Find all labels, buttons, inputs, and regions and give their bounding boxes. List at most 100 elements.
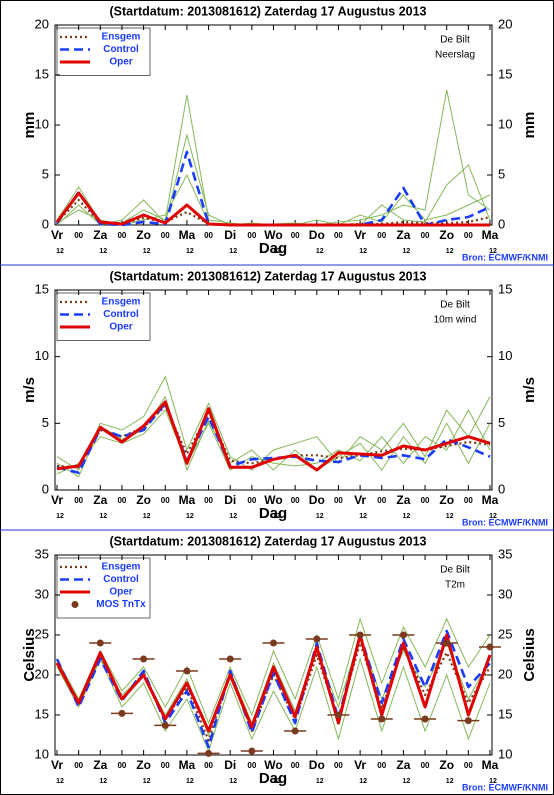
member-line [56, 617, 491, 725]
mos-marker [248, 747, 256, 755]
annotation: De Bilt [440, 300, 470, 311]
chart-title: (Startdatum: 2013081612) Zaterdag 17 Aug… [109, 534, 426, 548]
x-sublabel: 12 [446, 778, 454, 785]
x-tick-label: Za [396, 228, 410, 242]
x-axis-label: Dag [259, 240, 287, 257]
y-tick-label: 0 [42, 216, 49, 231]
x-tick-label: Vr [354, 228, 366, 242]
x-tick-label: 00 [161, 761, 170, 770]
x-tick-label: Vr [51, 493, 63, 507]
y-tick-label: 0 [42, 481, 49, 496]
x-tick-label: Zo [136, 228, 151, 242]
annotation: De Bilt [440, 35, 470, 46]
y-tick-label: 15 [35, 281, 49, 296]
x-tick-label: Za [93, 228, 107, 242]
mos-marker [399, 631, 407, 639]
x-tick-label: Vr [51, 758, 63, 772]
x-sublabel: 12 [489, 513, 497, 520]
x-sublabel: 12 [99, 513, 107, 520]
x-tick-label: Di [224, 228, 236, 242]
mos-marker [205, 749, 213, 757]
x-sublabel: 12 [143, 248, 151, 255]
x-tick-label: Wo [264, 758, 282, 772]
legend-label: Oper [109, 587, 132, 598]
mos-marker [270, 639, 277, 647]
x-sublabel: 12 [403, 778, 411, 785]
annotation: De Bilt [440, 565, 470, 576]
x-sublabel: 12 [186, 778, 194, 785]
x-sublabel: 12 [273, 513, 281, 520]
x-tick-label: Za [93, 758, 107, 772]
x-sublabel: 12 [403, 248, 411, 255]
legend-label: Ensgem [102, 297, 141, 308]
series-line [55, 629, 491, 749]
x-sublabel: 12 [56, 513, 64, 520]
y-tick-label: 5 [42, 415, 49, 430]
y-tick-label: 10 [35, 348, 49, 363]
y-tick-label: 25 [35, 626, 49, 641]
annotation: T2m [445, 580, 465, 591]
legend-label: Oper [109, 322, 132, 333]
x-sublabel: 12 [359, 778, 367, 785]
x-tick-label: 00 [74, 496, 83, 505]
x-sublabel: 12 [56, 248, 64, 255]
x-tick-label: Wo [264, 228, 282, 242]
x-sublabel: 12 [143, 513, 151, 520]
y2-tick-label: 0 [498, 216, 505, 231]
x-tick-label: 00 [74, 231, 83, 240]
x-tick-label: Ma [482, 758, 499, 772]
mos-marker [421, 715, 429, 723]
x-tick-label: 00 [161, 231, 170, 240]
y-tick-label: 30 [35, 586, 49, 601]
mos-marker [118, 709, 126, 717]
x-tick-label: 00 [291, 496, 300, 505]
x-sublabel: 12 [99, 248, 107, 255]
y2-axis-label: m/s [521, 377, 538, 403]
x-sublabel: 12 [489, 248, 497, 255]
mos-marker [378, 715, 386, 723]
x-tick-label: 00 [464, 496, 473, 505]
x-tick-label: Vr [354, 493, 366, 507]
mos-marker [464, 717, 472, 725]
x-tick-label: Do [309, 493, 325, 507]
y-tick-label: 5 [42, 166, 49, 181]
y2-tick-label: 15 [498, 66, 512, 81]
x-tick-label: Vr [354, 758, 366, 772]
series-line [56, 402, 491, 474]
legend-label: Ensgem [102, 562, 141, 573]
mos-marker [486, 643, 494, 651]
x-tick-label: Zo [439, 493, 454, 507]
x-sublabel: 12 [359, 513, 367, 520]
x-tick-label: 00 [247, 231, 256, 240]
mos-marker [443, 639, 451, 647]
x-tick-label: Zo [439, 758, 454, 772]
mos-marker [334, 711, 342, 719]
x-tick-label: Vr [51, 228, 63, 242]
member-line [56, 657, 491, 753]
y-tick-label: 15 [35, 706, 49, 721]
chart-title: (Startdatum: 2013081612) Zaterdag 17 Aug… [109, 269, 426, 283]
x-tick-label: 00 [421, 231, 430, 240]
chart-title: (Startdatum: 2013081612) Zaterdag 17 Aug… [109, 4, 426, 18]
y2-tick-label: 30 [498, 586, 512, 601]
y-tick-label: 20 [35, 666, 49, 681]
y2-tick-label: 25 [498, 626, 512, 641]
x-tick-label: Do [309, 228, 325, 242]
member-line [56, 633, 491, 737]
x-tick-label: 00 [377, 231, 386, 240]
series-line [55, 191, 490, 227]
y-axis-label: Celsius [21, 628, 38, 681]
y-axis-label: m/s [21, 377, 38, 403]
x-tick-label: 00 [291, 761, 300, 770]
member-line [56, 408, 491, 475]
x-tick-label: Ma [179, 493, 196, 507]
x-tick-label: Ma [482, 493, 499, 507]
y2-tick-label: 5 [498, 166, 505, 181]
x-sublabel: 12 [403, 513, 411, 520]
y2-tick-label: 0 [498, 481, 505, 496]
legend-label: MOS TnTx [96, 599, 146, 610]
x-sublabel: 12 [99, 778, 107, 785]
